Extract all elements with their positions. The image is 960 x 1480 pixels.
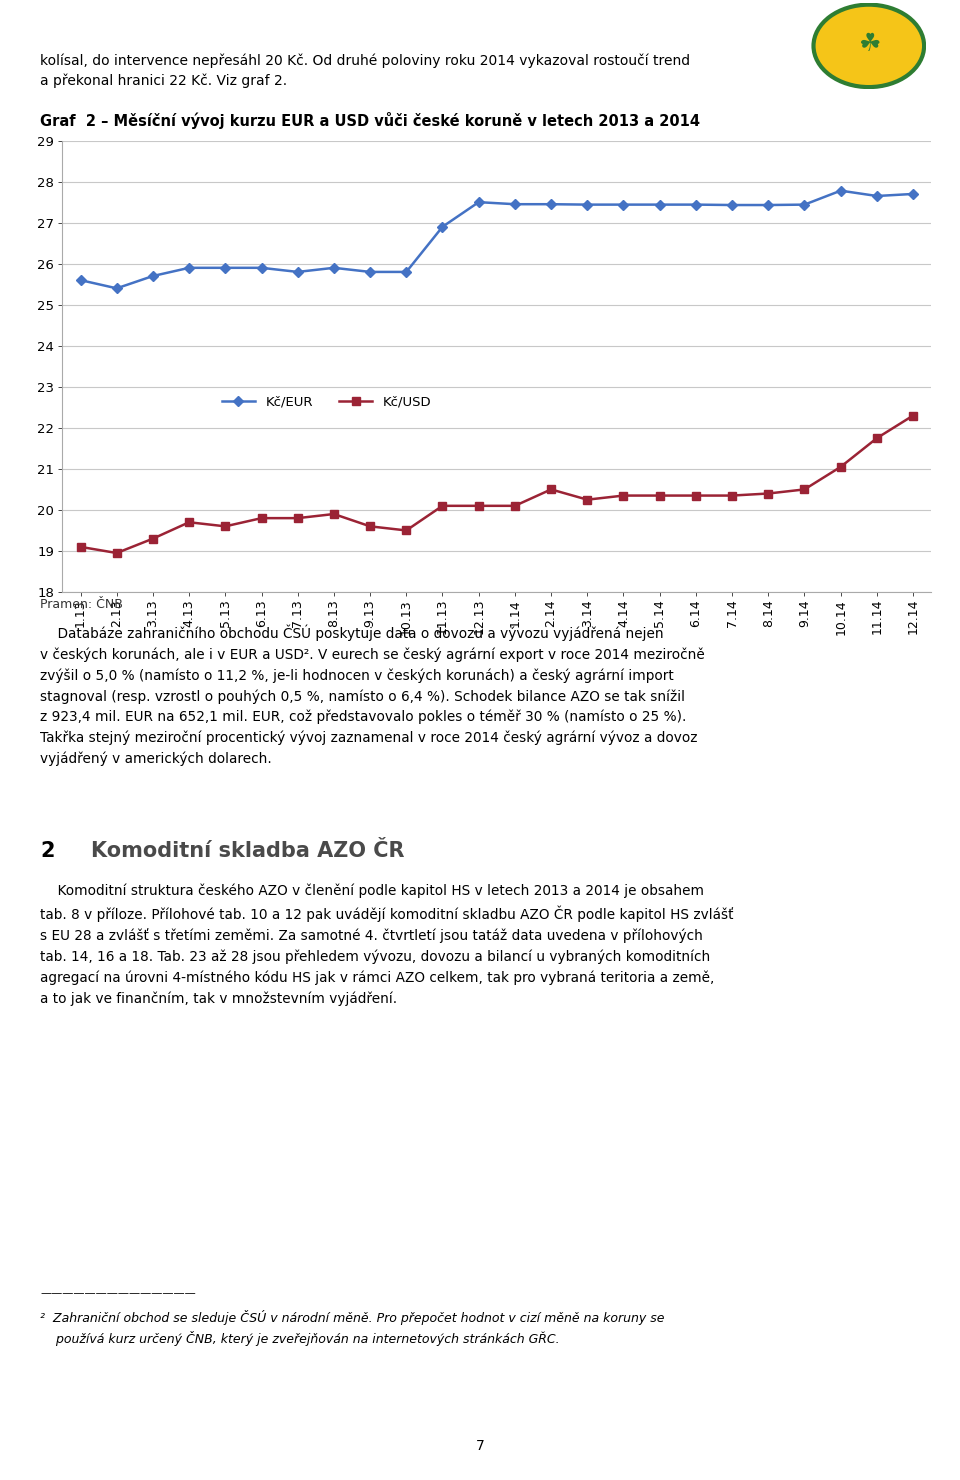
Kč/USD	[582, 491, 593, 509]
Kč/EUR	[220, 259, 231, 277]
Text: 7: 7	[475, 1440, 485, 1453]
Kč/EUR	[799, 195, 810, 213]
Text: Databáze zahraničního obchodu ČSÚ poskytuje data o dovozu a vývozu vyjádřená nej: Databáze zahraničního obchodu ČSÚ poskyt…	[40, 625, 705, 767]
Kč/EUR	[907, 185, 919, 203]
Kč/EUR	[871, 186, 882, 204]
Line: Kč/USD: Kč/USD	[77, 411, 917, 556]
Kč/USD	[473, 497, 485, 515]
Text: Komoditní struktura českého AZO v členění podle kapitol HS v letech 2013 a 2014 : Komoditní struktura českého AZO v členěn…	[40, 884, 733, 1006]
Kč/EUR	[328, 259, 340, 277]
Kč/EUR	[292, 263, 303, 281]
Kč/USD	[255, 509, 267, 527]
Text: Graf  2 – Měsíční vývoj kurzu EUR a USD vůči české koruně v letech 2013 a 2014: Graf 2 – Měsíční vývoj kurzu EUR a USD v…	[40, 112, 701, 129]
Kč/EUR	[147, 266, 158, 284]
Text: a překonal hranici 22 Kč. Viz graf 2.: a překonal hranici 22 Kč. Viz graf 2.	[40, 74, 287, 89]
Text: Pramen: ČNB: Pramen: ČNB	[40, 598, 123, 611]
Text: kolísal, do intervence nepřesáhl 20 Kč. Od druhé poloviny roku 2014 vykazoval ro: kolísal, do intervence nepřesáhl 20 Kč. …	[40, 53, 690, 68]
Kč/EUR	[545, 195, 557, 213]
Kč/USD	[437, 497, 448, 515]
Kč/EUR	[400, 263, 412, 281]
Kč/USD	[799, 481, 810, 499]
Kč/USD	[762, 484, 774, 502]
Kč/EUR	[111, 280, 123, 297]
Kč/EUR	[365, 263, 376, 281]
Text: ——————————————: ——————————————	[40, 1288, 196, 1298]
Kč/EUR	[255, 259, 267, 277]
Kč/EUR	[183, 259, 195, 277]
Kč/USD	[509, 497, 520, 515]
Kč/USD	[328, 505, 340, 522]
Kč/USD	[835, 457, 847, 475]
Kč/EUR	[727, 197, 738, 215]
Kč/EUR	[509, 195, 520, 213]
Text: Komoditní skladba AZO ČR: Komoditní skladba AZO ČR	[91, 841, 405, 861]
Kč/USD	[147, 530, 158, 548]
Kč/USD	[654, 487, 665, 505]
Legend: Kč/EUR, Kč/USD: Kč/EUR, Kč/USD	[217, 391, 437, 414]
Kč/EUR	[437, 218, 448, 235]
Kč/USD	[871, 429, 882, 447]
Text: ²  Zahraniční obchod se sleduje ČSÚ v národní měně. Pro přepočet hodnot v cizí m: ² Zahraniční obchod se sleduje ČSÚ v nár…	[40, 1310, 665, 1345]
Kč/USD	[365, 518, 376, 536]
Kč/USD	[292, 509, 303, 527]
Kč/USD	[545, 481, 557, 499]
Kč/USD	[907, 407, 919, 425]
Kč/USD	[220, 518, 231, 536]
Kč/EUR	[75, 271, 86, 289]
Kč/USD	[75, 537, 86, 555]
Text: ☘: ☘	[857, 33, 880, 56]
Text: 2: 2	[40, 841, 55, 861]
Kč/EUR	[617, 195, 629, 213]
Kč/EUR	[582, 195, 593, 213]
Kč/EUR	[835, 182, 847, 200]
Kč/USD	[183, 514, 195, 531]
Kč/EUR	[654, 195, 665, 213]
Kč/USD	[727, 487, 738, 505]
Kč/USD	[617, 487, 629, 505]
Kč/EUR	[690, 195, 702, 213]
Kč/USD	[400, 521, 412, 539]
Line: Kč/EUR: Kč/EUR	[77, 186, 917, 292]
Kč/EUR	[473, 194, 485, 212]
Kč/USD	[690, 487, 702, 505]
Circle shape	[813, 4, 924, 87]
Kč/EUR	[762, 197, 774, 215]
Kč/USD	[111, 545, 123, 562]
